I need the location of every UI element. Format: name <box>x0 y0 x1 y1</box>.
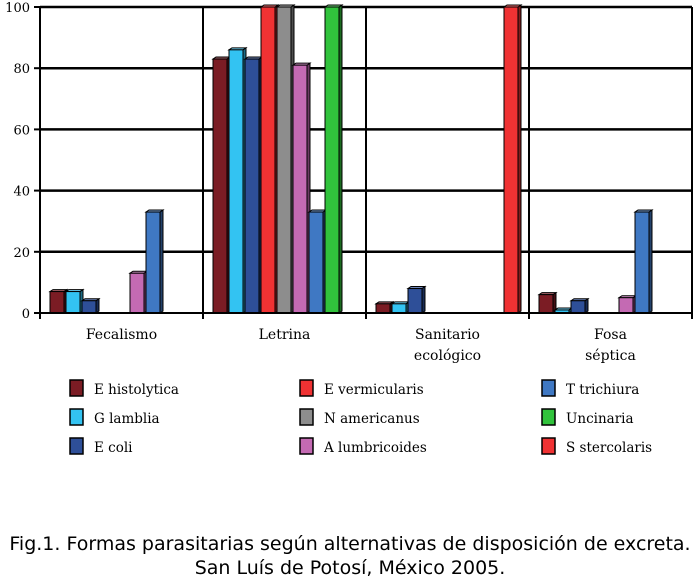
legend-item-3: E vermicularis <box>299 379 424 398</box>
legend-swatch <box>541 408 556 426</box>
legend-item-5: A lumbricoides <box>299 437 427 456</box>
bar-1-0 <box>211 56 232 314</box>
category-label-2: ecológico <box>414 348 481 364</box>
legend-item-8: S stercolaris <box>541 437 652 456</box>
legend-label: N americanus <box>324 411 420 427</box>
chart-axes <box>34 6 693 319</box>
legend-swatch <box>541 437 556 455</box>
legend-item-7: Uncinaria <box>541 408 634 427</box>
legend-label: A lumbricoides <box>323 440 427 456</box>
legend-swatch <box>299 379 314 397</box>
y-tick-label-100: 100 <box>5 1 30 16</box>
y-tick-label-40: 40 <box>13 185 30 200</box>
y-tick-label-80: 80 <box>13 62 30 77</box>
y-tick-label-20: 20 <box>13 246 30 261</box>
y-tick-label-60: 60 <box>13 123 30 138</box>
legend-label: G lamblia <box>94 411 160 427</box>
bar-3-2 <box>569 297 590 314</box>
legend-swatch <box>69 408 84 426</box>
bar-0-0 <box>48 288 69 314</box>
bar-2-0 <box>374 300 395 314</box>
bar-2-2 <box>406 285 427 314</box>
bar-3-6 <box>633 209 654 314</box>
legend-label: T trichiura <box>566 382 639 398</box>
category-label-1: Letrina <box>259 327 311 343</box>
bar-3-0 <box>537 291 558 314</box>
bar-3-5 <box>617 294 638 314</box>
legend-swatch <box>69 437 84 455</box>
x-axis-categories: Fecalismo Letrina Sanitario ecológico Fosa sé… <box>86 327 636 364</box>
category-label-3: séptica <box>585 348 636 364</box>
bar-1-1 <box>227 46 248 314</box>
figure-caption: Fig.1. Formas parasitarias según alterna… <box>9 533 691 579</box>
legend-item-0: E histolytica <box>69 379 179 398</box>
bar-0-5 <box>128 270 149 314</box>
legend-item-2: E coli <box>69 437 133 456</box>
legend-label: Uncinaria <box>566 411 634 427</box>
bar-2-8 <box>502 4 523 314</box>
legend-item-1: G lamblia <box>69 408 160 427</box>
bar-0-2 <box>80 297 101 314</box>
bar-1-7 <box>323 4 344 314</box>
category-label-2: Sanitario <box>415 327 480 343</box>
y-axis-ticks: 0 20 40 60 80 100 <box>5 1 30 322</box>
bar-1-6 <box>307 209 328 314</box>
legend-swatch <box>299 408 314 426</box>
legend-swatch <box>541 379 556 397</box>
legend-label: S stercolaris <box>566 440 652 456</box>
legend-swatch <box>299 437 314 455</box>
bar-chart: 0 20 40 60 80 100 Fecalismo Letrina Sanitario ec… <box>5 1 693 456</box>
category-label-3: Fosa <box>594 327 627 343</box>
y-tick-label-0: 0 <box>22 307 30 322</box>
legend-item-6: T trichiura <box>541 379 639 398</box>
bar-1-5 <box>291 62 312 314</box>
bar-0-6 <box>144 209 165 314</box>
bar-2-1 <box>390 300 411 314</box>
bar-1-2 <box>243 56 264 314</box>
bar-1-4 <box>275 4 296 314</box>
legend-label: E vermicularis <box>324 382 424 398</box>
legend-label: E coli <box>94 440 133 456</box>
chart-bars <box>48 4 654 314</box>
legend-label: E histolytica <box>94 382 179 398</box>
chart-legend: E histolytica E vermicularis T trichiura G … <box>69 379 652 456</box>
legend-item-4: N americanus <box>299 408 420 427</box>
bar-0-1 <box>64 288 85 314</box>
legend-swatch <box>69 379 84 397</box>
bar-1-3 <box>259 4 280 314</box>
category-label-0: Fecalismo <box>86 327 157 343</box>
